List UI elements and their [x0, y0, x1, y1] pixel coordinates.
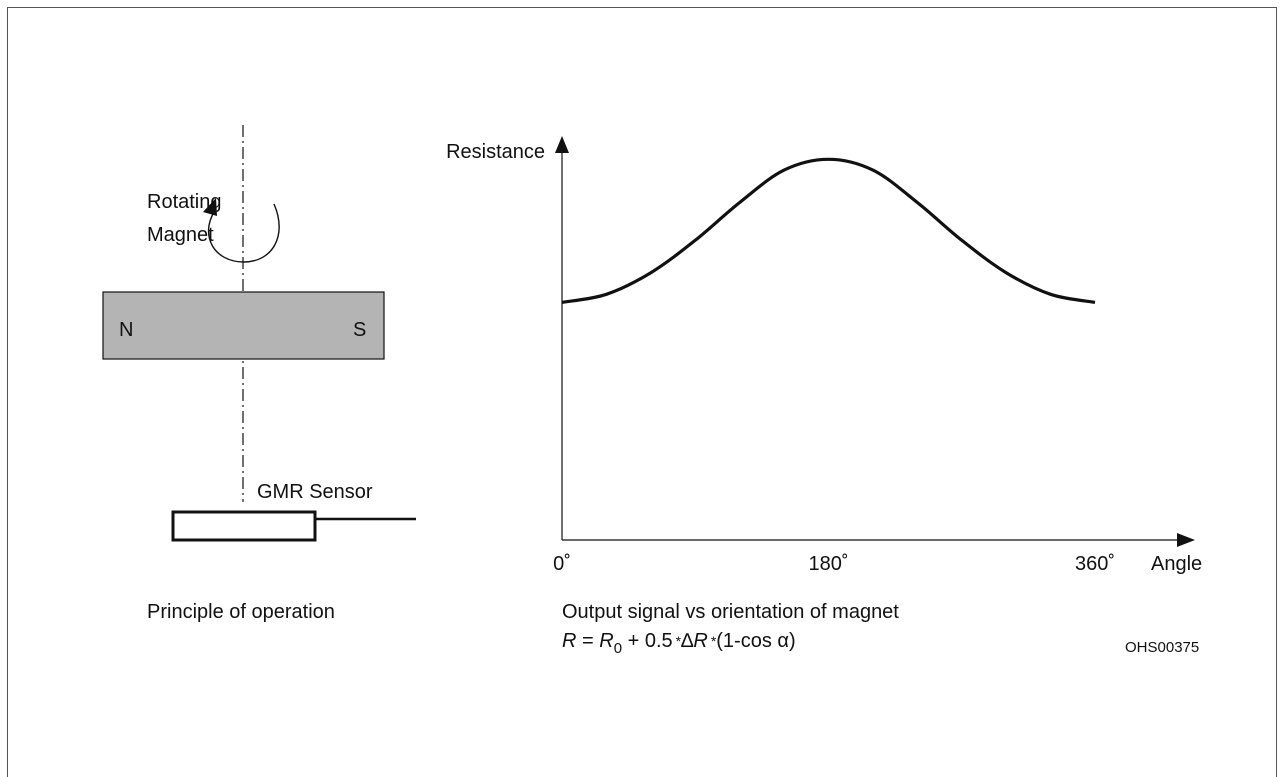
formula-eq: =: [576, 630, 599, 652]
formula-mult2: *: [711, 633, 717, 649]
x-tick-label: 0˚: [553, 553, 571, 575]
chart-caption: Output signal vs orientation of magnet: [562, 601, 899, 623]
figure-frame: [7, 7, 1277, 777]
formula-plus-half: + 0.5: [622, 630, 673, 652]
y-axis-label: Resistance: [446, 141, 545, 163]
formula-r: R: [562, 630, 576, 652]
rotation-label-line1: Rotating: [147, 191, 222, 213]
formula-tail: (1-cos α): [716, 630, 795, 652]
bar-magnet: [102, 291, 385, 360]
principle-caption: Principle of operation: [147, 601, 335, 623]
x-tick-labels: 0˚ 180˚ 360˚: [553, 553, 1115, 575]
pole-south-label: S: [353, 319, 366, 341]
x-tick-label: 180˚: [808, 553, 848, 575]
formula-delta: ∆: [681, 630, 694, 652]
x-axis-label: Angle: [1151, 553, 1202, 575]
series-points: [561, 158, 1096, 303]
formula-r0-base: R: [599, 630, 613, 652]
figure-code: OHS00375: [1125, 639, 1199, 656]
gmr-sensor: [171, 510, 317, 542]
signal-chart: Resistance Angle 0˚ 180˚ 360˚ Output signa…: [446, 136, 1202, 657]
sensor-label: GMR Sensor: [257, 481, 373, 503]
formula-mult1: *: [676, 633, 682, 649]
pole-north-label: N: [119, 319, 133, 341]
formula: R = R0 + 0.5 *∆R *(1-cos α): [562, 630, 796, 657]
rotation-arrowhead-icon: [203, 198, 217, 216]
formula-r0-sub: 0: [614, 640, 622, 657]
formula-dr: R: [693, 630, 707, 652]
x-tick-label: 360˚: [1075, 553, 1115, 575]
y-axis-arrow-icon: [555, 136, 569, 153]
principle-panel: Rotating Magnet N S GMR Sensor Principle…: [102, 125, 416, 623]
series-line: [561, 157, 1096, 304]
rotation-arrow-icon: [207, 203, 280, 263]
x-axis-arrow-icon: [1177, 533, 1195, 547]
rotation-label-line2: Magnet: [147, 224, 214, 246]
